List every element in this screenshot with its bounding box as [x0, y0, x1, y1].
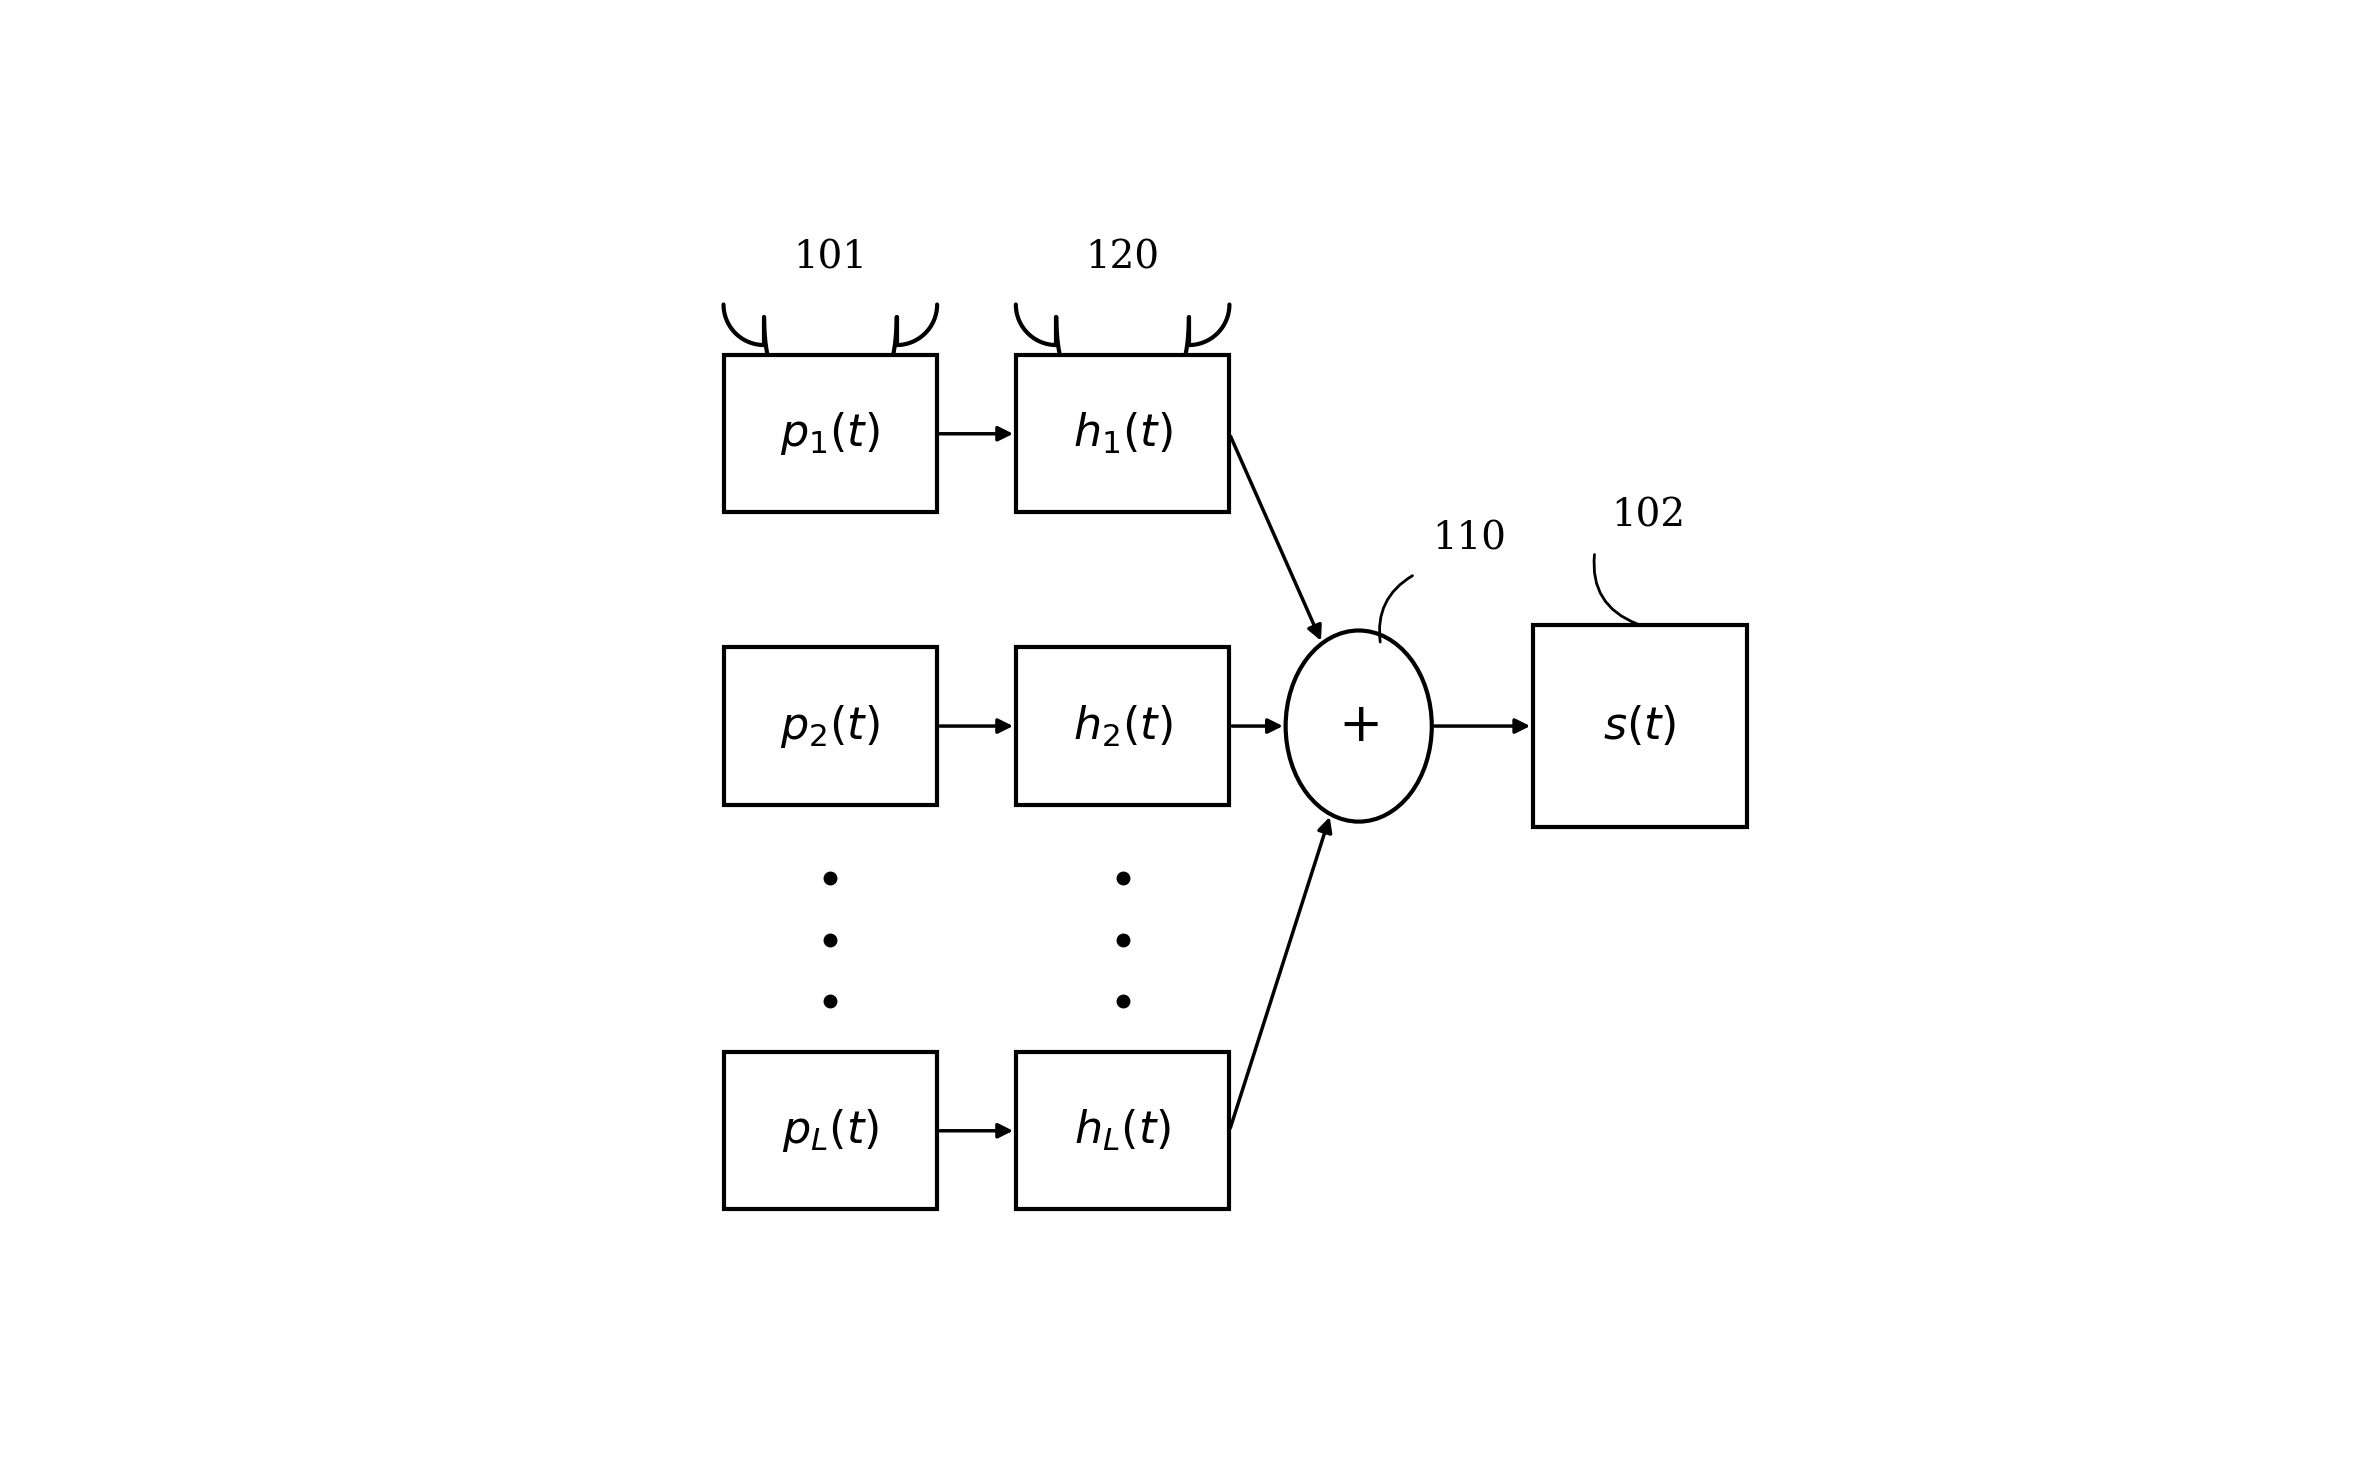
- Text: $+$: $+$: [1338, 701, 1380, 752]
- Text: $p_{2}(t)$: $p_{2}(t)$: [780, 702, 881, 749]
- Text: $p_{1}(t)$: $p_{1}(t)$: [780, 410, 881, 457]
- Bar: [1015, 1053, 1229, 1209]
- Ellipse shape: [1286, 631, 1432, 822]
- Text: $h_{L}(t)$: $h_{L}(t)$: [1074, 1108, 1170, 1153]
- Text: 102: 102: [1611, 498, 1686, 534]
- Text: $h_{1}(t)$: $h_{1}(t)$: [1074, 412, 1173, 457]
- Bar: [723, 1053, 937, 1209]
- Text: $p_{L}(t)$: $p_{L}(t)$: [782, 1107, 878, 1155]
- Bar: [1015, 355, 1229, 512]
- Text: 101: 101: [794, 239, 867, 276]
- Text: 110: 110: [1432, 520, 1505, 558]
- Bar: [723, 355, 937, 512]
- Text: 120: 120: [1086, 239, 1159, 276]
- Bar: [723, 647, 937, 804]
- Text: $h_{2}(t)$: $h_{2}(t)$: [1074, 704, 1173, 749]
- Bar: [1015, 647, 1229, 804]
- Text: $s(t)$: $s(t)$: [1604, 704, 1677, 748]
- Bar: [1533, 625, 1747, 828]
